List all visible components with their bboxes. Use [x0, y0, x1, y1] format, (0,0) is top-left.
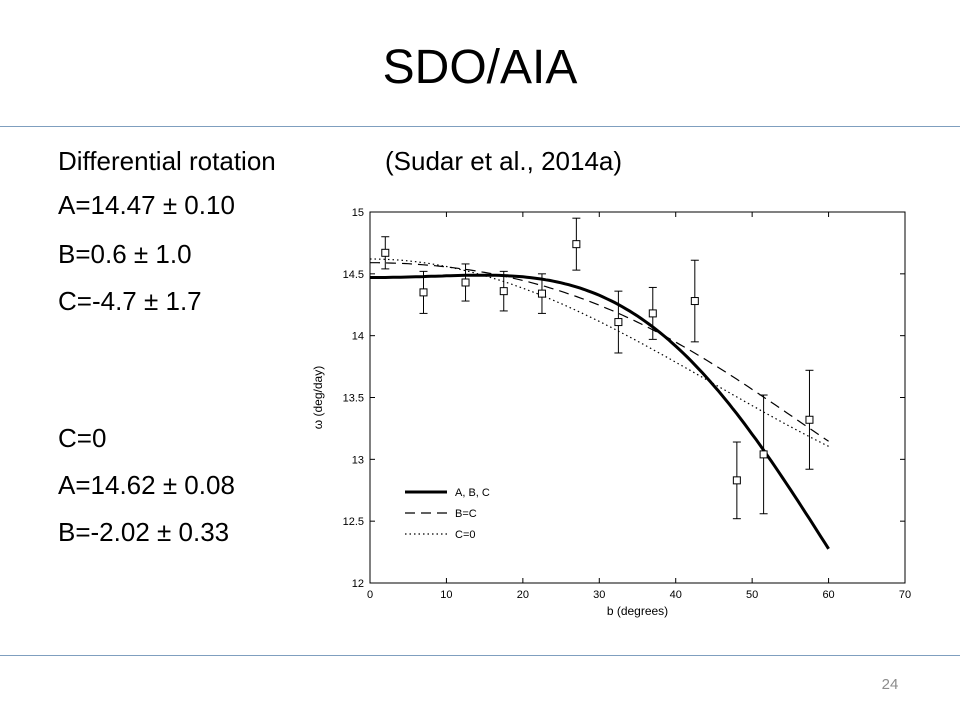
- data-point: [759, 450, 768, 459]
- y-axis-label: ω (deg/day): [311, 366, 325, 429]
- text-a-abc: A=14.47 ± 0.10: [58, 190, 235, 220]
- data-point: [461, 278, 470, 287]
- legend-label-2: B=C: [455, 508, 477, 520]
- page-number: 24: [881, 676, 899, 693]
- x-tick-label: 50: [746, 589, 758, 601]
- x-tick-label: 30: [593, 589, 605, 601]
- x-tick-label: 70: [899, 589, 911, 601]
- data-point: [732, 476, 741, 485]
- x-tick-label: 0: [367, 589, 373, 601]
- x-tick-label: 20: [517, 589, 529, 601]
- x-axis-label: b (degrees): [607, 604, 668, 618]
- y-tick-label: 14: [352, 331, 364, 343]
- citation-text: (Sudar et al., 2014a): [385, 146, 623, 176]
- y-tick-label: 12.5: [343, 516, 364, 528]
- y-tick-label: 13.5: [343, 393, 364, 405]
- data-point: [381, 248, 390, 257]
- legend-label-3: C=0: [455, 529, 476, 541]
- text-differential-rotation: Differential rotation: [58, 146, 276, 176]
- data-point: [805, 415, 814, 424]
- y-tick-label: 12: [352, 578, 364, 590]
- data-point: [419, 288, 428, 297]
- fit-curve-1: [370, 273, 830, 550]
- y-tick-label: 13: [352, 454, 364, 466]
- x-tick-label: 10: [440, 589, 452, 601]
- y-tick-label: 14.5: [343, 269, 364, 281]
- y-tick-label: 15: [352, 207, 364, 219]
- data-point: [614, 318, 623, 327]
- text-c-zero: C=0: [58, 423, 107, 453]
- text-c-abc: C=-4.7 ± 1.7: [58, 286, 202, 316]
- slide-title: SDO/AIA: [382, 41, 578, 94]
- data-point: [499, 287, 508, 296]
- data-point: [690, 297, 699, 306]
- data-point: [648, 309, 657, 318]
- text-b-czero: B=-2.02 ± 0.33: [58, 517, 230, 547]
- footer-divider: [0, 655, 960, 656]
- x-tick-label: 60: [822, 589, 834, 601]
- title-divider: [0, 126, 960, 127]
- fit-curve-2: [370, 262, 829, 442]
- text-a-czero: A=14.62 ± 0.08: [58, 470, 235, 500]
- fit-curve-3: [370, 258, 829, 447]
- data-point: [537, 289, 546, 298]
- text-b-abc: B=0.6 ± 1.0: [58, 239, 192, 269]
- rotation-chart: 0 10 20 30 40 50 60 70 12 12.5 13 13.5 14 14.5 15 b (de…: [311, 207, 911, 618]
- x-tick-label: 40: [670, 589, 682, 601]
- legend-label-1: A, B, C: [455, 487, 490, 499]
- data-point: [572, 240, 581, 249]
